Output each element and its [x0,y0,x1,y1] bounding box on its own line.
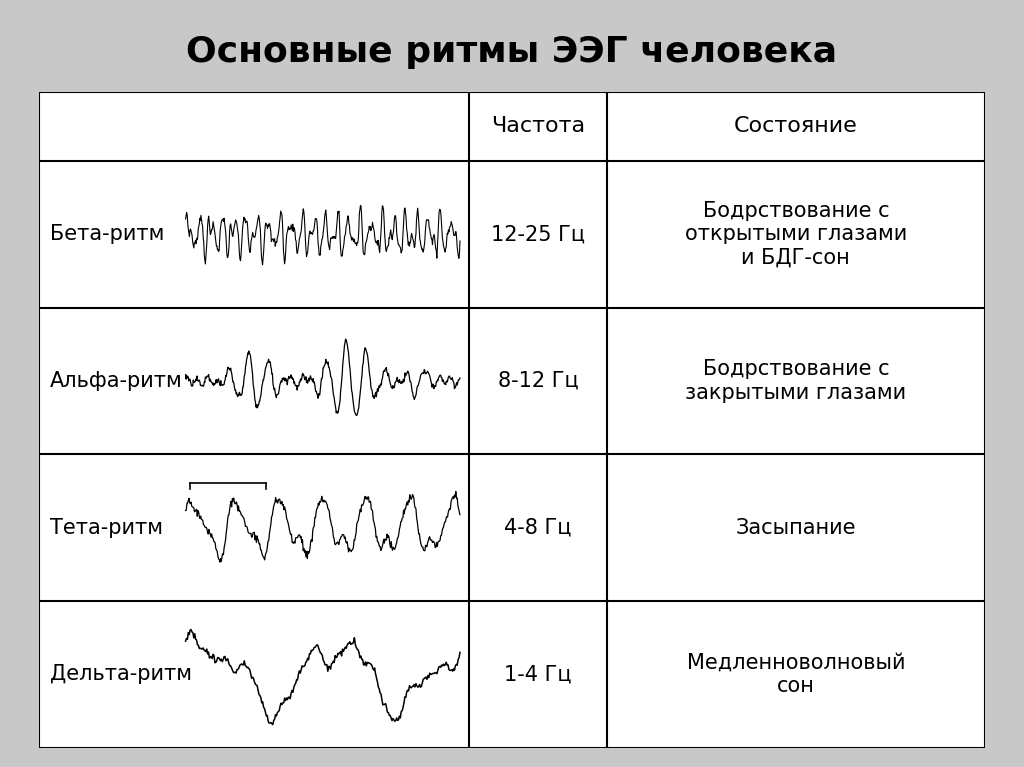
Text: 12-25 Гц: 12-25 Гц [490,224,585,244]
Text: Тета-ритм: Тета-ритм [50,518,163,538]
Text: Частота: Частота [490,117,585,137]
Text: Основные ритмы ЭЭГ человека: Основные ритмы ЭЭГ человека [186,35,838,69]
Text: 4-8 Гц: 4-8 Гц [504,518,571,538]
Text: Засыпание: Засыпание [735,518,856,538]
Text: Альфа-ритм: Альфа-ритм [50,371,183,391]
Text: Бодрствование с
открытыми глазами
и БДГ-сон: Бодрствование с открытыми глазами и БДГ-… [685,201,907,268]
Text: Медленноволновый
сон: Медленноволновый сон [687,653,905,696]
Text: Дельта-ритм: Дельта-ритм [50,664,193,684]
Text: Состояние: Состояние [734,117,858,137]
Text: 8-12 Гц: 8-12 Гц [498,371,579,391]
Text: 1-4 Гц: 1-4 Гц [504,664,571,684]
Text: Бодрствование с
закрытыми глазами: Бодрствование с закрытыми глазами [685,360,906,403]
Text: Бета-ритм: Бета-ритм [50,224,165,244]
